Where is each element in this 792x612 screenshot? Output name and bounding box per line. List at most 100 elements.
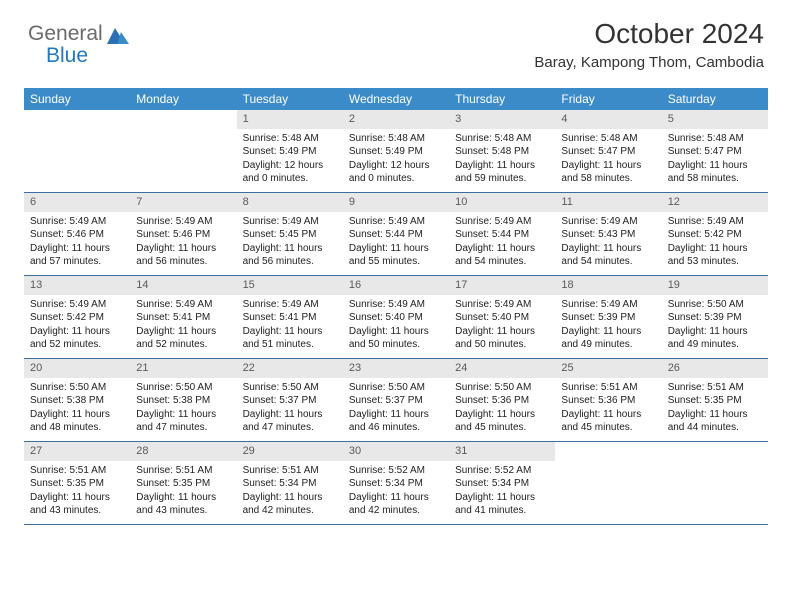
- day-content: Sunrise: 5:50 AMSunset: 5:37 PMDaylight:…: [343, 378, 449, 440]
- day-content: Sunrise: 5:49 AMSunset: 5:41 PMDaylight:…: [237, 295, 343, 357]
- day-number: 21: [130, 359, 236, 378]
- sunrise-text: Sunrise: 5:49 AM: [30, 298, 124, 312]
- daylight-text: Daylight: 11 hours and 55 minutes.: [349, 242, 443, 269]
- day-number: 4: [555, 110, 661, 129]
- day-number: 27: [24, 442, 130, 461]
- day-content: Sunrise: 5:50 AMSunset: 5:38 PMDaylight:…: [130, 378, 236, 440]
- day-number: 2: [343, 110, 449, 129]
- day-number: 9: [343, 193, 449, 212]
- day-cell: 5Sunrise: 5:48 AMSunset: 5:47 PMDaylight…: [662, 110, 768, 192]
- weeks-container: 1Sunrise: 5:48 AMSunset: 5:49 PMDaylight…: [24, 110, 768, 525]
- day-cell: 2Sunrise: 5:48 AMSunset: 5:49 PMDaylight…: [343, 110, 449, 192]
- sunset-text: Sunset: 5:37 PM: [349, 394, 443, 408]
- day-content: Sunrise: 5:49 AMSunset: 5:46 PMDaylight:…: [130, 212, 236, 274]
- sunset-text: Sunset: 5:41 PM: [243, 311, 337, 325]
- sunrise-text: Sunrise: 5:52 AM: [455, 464, 549, 478]
- daylight-text: Daylight: 11 hours and 50 minutes.: [349, 325, 443, 352]
- day-cell: [662, 442, 768, 524]
- day-cell: 31Sunrise: 5:52 AMSunset: 5:34 PMDayligh…: [449, 442, 555, 524]
- sunset-text: Sunset: 5:34 PM: [349, 477, 443, 491]
- sunset-text: Sunset: 5:38 PM: [136, 394, 230, 408]
- day-cell: 30Sunrise: 5:52 AMSunset: 5:34 PMDayligh…: [343, 442, 449, 524]
- daylight-text: Daylight: 11 hours and 41 minutes.: [455, 491, 549, 518]
- sunset-text: Sunset: 5:35 PM: [136, 477, 230, 491]
- daylight-text: Daylight: 11 hours and 58 minutes.: [668, 159, 762, 186]
- sunset-text: Sunset: 5:44 PM: [349, 228, 443, 242]
- daylight-text: Daylight: 11 hours and 47 minutes.: [243, 408, 337, 435]
- day-number: 18: [555, 276, 661, 295]
- day-number: 23: [343, 359, 449, 378]
- page-title: October 2024: [534, 18, 764, 50]
- sunset-text: Sunset: 5:42 PM: [668, 228, 762, 242]
- sunrise-text: Sunrise: 5:51 AM: [136, 464, 230, 478]
- day-number: 16: [343, 276, 449, 295]
- day-content: Sunrise: 5:52 AMSunset: 5:34 PMDaylight:…: [449, 461, 555, 523]
- sunset-text: Sunset: 5:34 PM: [455, 477, 549, 491]
- day-number: 19: [662, 276, 768, 295]
- daylight-text: Daylight: 11 hours and 47 minutes.: [136, 408, 230, 435]
- day-content: Sunrise: 5:50 AMSunset: 5:39 PMDaylight:…: [662, 295, 768, 357]
- day-content: Sunrise: 5:49 AMSunset: 5:42 PMDaylight:…: [662, 212, 768, 274]
- sunrise-text: Sunrise: 5:48 AM: [243, 132, 337, 146]
- weekday-header: Sunday: [24, 88, 130, 110]
- day-cell: 22Sunrise: 5:50 AMSunset: 5:37 PMDayligh…: [237, 359, 343, 441]
- sunset-text: Sunset: 5:40 PM: [455, 311, 549, 325]
- day-number: 7: [130, 193, 236, 212]
- header: October 2024 Baray, Kampong Thom, Cambod…: [534, 18, 764, 71]
- week-row: 20Sunrise: 5:50 AMSunset: 5:38 PMDayligh…: [24, 359, 768, 442]
- day-cell: [130, 110, 236, 192]
- day-number: 26: [662, 359, 768, 378]
- sunset-text: Sunset: 5:47 PM: [561, 145, 655, 159]
- day-content: Sunrise: 5:49 AMSunset: 5:42 PMDaylight:…: [24, 295, 130, 357]
- sunset-text: Sunset: 5:37 PM: [243, 394, 337, 408]
- sunset-text: Sunset: 5:38 PM: [30, 394, 124, 408]
- sunrise-text: Sunrise: 5:48 AM: [455, 132, 549, 146]
- sunrise-text: Sunrise: 5:51 AM: [243, 464, 337, 478]
- day-number: 6: [24, 193, 130, 212]
- sunset-text: Sunset: 5:46 PM: [136, 228, 230, 242]
- day-content: Sunrise: 5:49 AMSunset: 5:46 PMDaylight:…: [24, 212, 130, 274]
- day-cell: 11Sunrise: 5:49 AMSunset: 5:43 PMDayligh…: [555, 193, 661, 275]
- sunset-text: Sunset: 5:35 PM: [30, 477, 124, 491]
- day-content: Sunrise: 5:50 AMSunset: 5:38 PMDaylight:…: [24, 378, 130, 440]
- daylight-text: Daylight: 11 hours and 52 minutes.: [30, 325, 124, 352]
- sunrise-text: Sunrise: 5:48 AM: [561, 132, 655, 146]
- day-cell: 14Sunrise: 5:49 AMSunset: 5:41 PMDayligh…: [130, 276, 236, 358]
- logo-line2: Blue: [46, 44, 88, 68]
- daylight-text: Daylight: 11 hours and 57 minutes.: [30, 242, 124, 269]
- day-content: Sunrise: 5:49 AMSunset: 5:40 PMDaylight:…: [343, 295, 449, 357]
- sunset-text: Sunset: 5:43 PM: [561, 228, 655, 242]
- sunset-text: Sunset: 5:49 PM: [349, 145, 443, 159]
- day-content: Sunrise: 5:49 AMSunset: 5:39 PMDaylight:…: [555, 295, 661, 357]
- weekday-header: Wednesday: [343, 88, 449, 110]
- daylight-text: Daylight: 11 hours and 54 minutes.: [561, 242, 655, 269]
- day-content: Sunrise: 5:51 AMSunset: 5:35 PMDaylight:…: [130, 461, 236, 523]
- daylight-text: Daylight: 11 hours and 56 minutes.: [136, 242, 230, 269]
- day-content: Sunrise: 5:50 AMSunset: 5:36 PMDaylight:…: [449, 378, 555, 440]
- day-number: 30: [343, 442, 449, 461]
- daylight-text: Daylight: 11 hours and 49 minutes.: [561, 325, 655, 352]
- day-content: Sunrise: 5:51 AMSunset: 5:34 PMDaylight:…: [237, 461, 343, 523]
- daylight-text: Daylight: 12 hours and 0 minutes.: [349, 159, 443, 186]
- weekday-header-row: SundayMondayTuesdayWednesdayThursdayFrid…: [24, 88, 768, 110]
- sunrise-text: Sunrise: 5:50 AM: [349, 381, 443, 395]
- day-cell: 12Sunrise: 5:49 AMSunset: 5:42 PMDayligh…: [662, 193, 768, 275]
- daylight-text: Daylight: 11 hours and 58 minutes.: [561, 159, 655, 186]
- daylight-text: Daylight: 11 hours and 54 minutes.: [455, 242, 549, 269]
- sunset-text: Sunset: 5:36 PM: [455, 394, 549, 408]
- day-cell: 4Sunrise: 5:48 AMSunset: 5:47 PMDaylight…: [555, 110, 661, 192]
- sunrise-text: Sunrise: 5:50 AM: [455, 381, 549, 395]
- day-content: Sunrise: 5:49 AMSunset: 5:44 PMDaylight:…: [343, 212, 449, 274]
- day-cell: 27Sunrise: 5:51 AMSunset: 5:35 PMDayligh…: [24, 442, 130, 524]
- daylight-text: Daylight: 11 hours and 53 minutes.: [668, 242, 762, 269]
- sunset-text: Sunset: 5:40 PM: [349, 311, 443, 325]
- daylight-text: Daylight: 11 hours and 51 minutes.: [243, 325, 337, 352]
- sunset-text: Sunset: 5:48 PM: [455, 145, 549, 159]
- daylight-text: Daylight: 11 hours and 42 minutes.: [349, 491, 443, 518]
- week-row: 6Sunrise: 5:49 AMSunset: 5:46 PMDaylight…: [24, 193, 768, 276]
- day-content: Sunrise: 5:48 AMSunset: 5:47 PMDaylight:…: [555, 129, 661, 191]
- day-number: 15: [237, 276, 343, 295]
- sunrise-text: Sunrise: 5:49 AM: [243, 298, 337, 312]
- sunset-text: Sunset: 5:34 PM: [243, 477, 337, 491]
- day-content: Sunrise: 5:49 AMSunset: 5:43 PMDaylight:…: [555, 212, 661, 274]
